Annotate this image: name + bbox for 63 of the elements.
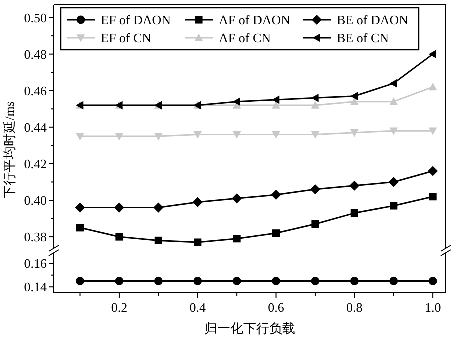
point bbox=[428, 83, 438, 91]
point bbox=[232, 98, 240, 106]
point bbox=[272, 96, 280, 104]
y-tick-label: 0.38 bbox=[24, 230, 47, 245]
point bbox=[310, 184, 321, 195]
y-tick-label: 0.48 bbox=[24, 46, 47, 62]
point bbox=[232, 131, 242, 139]
point bbox=[350, 98, 359, 106]
x-axis-title: 归一化下行负载 bbox=[204, 321, 296, 336]
point bbox=[272, 230, 280, 238]
y-axis-title: 下行平均时延/ms bbox=[2, 102, 17, 198]
x-tick-label: 0.8 bbox=[346, 300, 363, 315]
legend-label: EF of DAON bbox=[101, 12, 172, 28]
point bbox=[271, 190, 282, 200]
point bbox=[232, 194, 242, 204]
point bbox=[154, 202, 164, 213]
y-tick-label: 0.44 bbox=[24, 120, 48, 135]
point bbox=[233, 235, 241, 243]
point bbox=[194, 131, 202, 139]
point bbox=[388, 177, 399, 188]
point bbox=[272, 131, 280, 139]
point bbox=[429, 193, 437, 201]
point bbox=[114, 202, 125, 213]
point bbox=[390, 202, 398, 210]
x-tick-label: 1.0 bbox=[424, 300, 442, 315]
point bbox=[311, 101, 320, 109]
point bbox=[154, 236, 162, 244]
point bbox=[428, 166, 438, 176]
legend-label: BE of DAON bbox=[337, 12, 410, 28]
point bbox=[350, 210, 358, 218]
point bbox=[350, 180, 360, 191]
x-tick-label: 0.2 bbox=[111, 300, 128, 315]
point bbox=[154, 133, 163, 141]
legend-label: EF of CN bbox=[101, 30, 152, 46]
y-tick-label: 0.40 bbox=[24, 192, 47, 208]
point bbox=[428, 50, 436, 59]
y-tick-label: 0.50 bbox=[24, 10, 47, 26]
x-tick-label: 0.4 bbox=[190, 300, 206, 315]
y-tick-label: 0.46 bbox=[24, 83, 48, 98]
point bbox=[116, 233, 124, 241]
point bbox=[311, 131, 320, 139]
point bbox=[390, 128, 398, 136]
legend-label: AF of DAON bbox=[219, 12, 292, 28]
y-tick-label: 0.14 bbox=[24, 280, 48, 295]
point bbox=[428, 128, 438, 136]
point bbox=[312, 220, 320, 228]
point bbox=[350, 130, 359, 138]
point bbox=[272, 101, 280, 109]
point bbox=[350, 92, 358, 101]
point bbox=[390, 98, 398, 106]
point bbox=[194, 238, 202, 246]
y-tick-label: 0.16 bbox=[24, 256, 48, 272]
point bbox=[115, 133, 124, 141]
y-tick-label: 0.42 bbox=[24, 156, 47, 172]
x-tick-label: 0.6 bbox=[268, 300, 285, 315]
point bbox=[76, 133, 84, 141]
point bbox=[311, 94, 319, 102]
point bbox=[390, 79, 398, 88]
point bbox=[192, 197, 203, 208]
point bbox=[76, 224, 84, 232]
legend-label: BE of CN bbox=[337, 30, 390, 46]
point bbox=[75, 202, 86, 213]
legend-label: AF of CN bbox=[219, 30, 272, 46]
